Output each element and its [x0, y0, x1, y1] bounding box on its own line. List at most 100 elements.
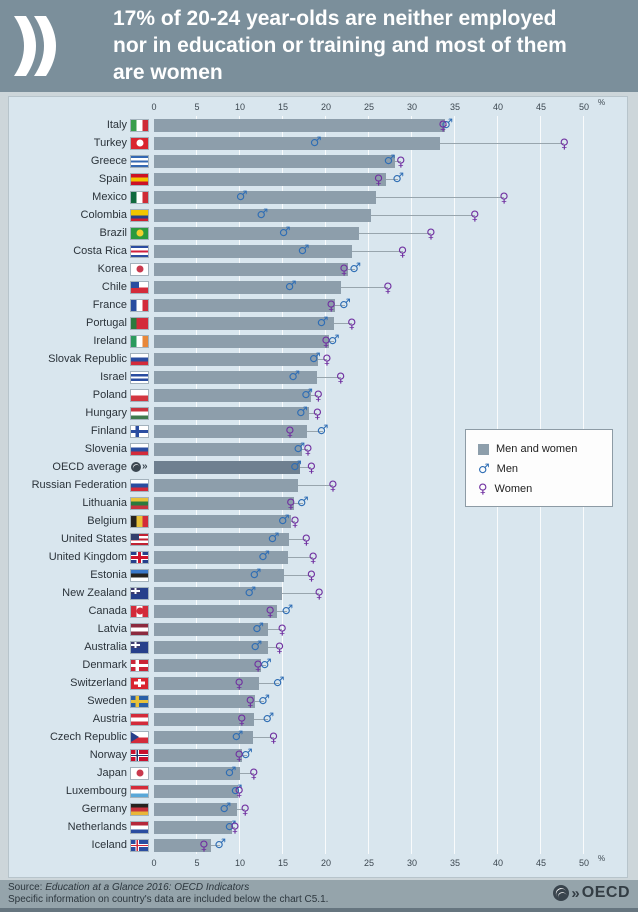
axis-tick: 35 [449, 102, 460, 112]
women-marker: ♀ [285, 425, 295, 440]
women-marker: ♀ [265, 605, 275, 620]
chart-row: Brazil ♂ ♀ [9, 224, 627, 242]
chart-row: Iceland ♂ ♀ [9, 836, 627, 854]
denmark-flag-icon [131, 659, 148, 671]
axis-tick: 30 [406, 102, 417, 112]
country-label: United Kingdom [9, 548, 154, 566]
chart-row: Lithuania ♂ ♀ [9, 494, 627, 512]
total-bar [154, 352, 319, 366]
iceland-flag-icon [131, 839, 148, 851]
chart-row: Poland ♂ ♀ [9, 386, 627, 404]
country-name: Netherlands [67, 821, 127, 833]
footer-band: Source: Education at a Glance 2016: OECD… [0, 880, 638, 908]
country-name: Austria [92, 713, 127, 725]
female-icon: ♀ [478, 481, 488, 497]
axis-tick: 25 [363, 858, 374, 868]
hungary-flag-icon [131, 407, 148, 419]
row-plot: ♂ ♀ [154, 368, 627, 386]
chart-row: Slovenia ♂ ♀ [9, 440, 627, 458]
germany-flag-icon [131, 803, 148, 815]
row-plot: ♂ ♀ [154, 566, 627, 584]
women-marker: ♀ [335, 371, 346, 386]
row-plot: ♂ ♀ [154, 728, 627, 746]
country-label: Denmark [9, 656, 154, 674]
portugal-flag-icon [131, 317, 148, 329]
country-name: Hungary [85, 407, 127, 419]
total-bar [154, 676, 259, 690]
chart-row: Korea ♂ ♀ [9, 260, 627, 278]
axis-tick: 10 [234, 102, 245, 112]
chart-row: Luxembourg ♂ ♀ [9, 782, 627, 800]
country-label: France [9, 296, 154, 314]
country-label: Netherlands [9, 818, 154, 836]
axis-tick: 20 [320, 858, 331, 868]
country-label: Brazil [9, 224, 154, 242]
axis-tick: 45 [535, 858, 546, 868]
ncrossi-overlay [131, 749, 148, 761]
row-plot: ♂ ♀ [154, 674, 627, 692]
men-marker: ♂ [230, 783, 243, 798]
connector-line [252, 736, 274, 738]
connector-line [300, 466, 312, 468]
row-plot: ♂ ♀ [154, 260, 627, 278]
chart-row: Chile ♂ ♀ [9, 278, 627, 296]
chart-row: Spain ♂ ♀ [9, 170, 627, 188]
country-name: Turkey [93, 137, 127, 149]
country-name: Russian Federation [31, 479, 127, 491]
men-marker: ♂ [293, 441, 306, 456]
connector-line [288, 556, 314, 558]
connector-line [289, 538, 307, 540]
row-plot: ♂ ♀ [154, 494, 627, 512]
chart-row: Israel ♂ ♀ [9, 368, 627, 386]
dot-overlay [136, 229, 143, 237]
chart-panel: 0 5 10 15 20 25 30 35 40 45 50% Italy ♂ ♀ Turkey ♂ ♀ Gre… [8, 96, 628, 878]
latvia-flag-icon [131, 623, 148, 635]
women-marker: ♀ [326, 299, 336, 314]
row-plot: ♂ ♀ [154, 638, 627, 656]
sweden-flag-icon [131, 695, 148, 707]
chart-row: Estonia ♂ ♀ [9, 566, 627, 584]
total-bar [154, 550, 289, 564]
chart-row: Japan ♂ ♀ [9, 764, 627, 782]
connector-line [301, 448, 308, 450]
men-marker: ♂ [278, 513, 290, 528]
men-marker: ♂ [258, 693, 270, 708]
men-marker: ♂ [224, 819, 237, 834]
chart-row: Australia ♂ ♀ [9, 638, 627, 656]
oecd-wordmark: OECD [581, 884, 630, 901]
switzerland-flag-icon [131, 677, 148, 689]
row-plot: ♂ ♀ [154, 746, 627, 764]
ncross-overlay [131, 659, 148, 671]
country-label: Czech Republic [9, 728, 154, 746]
women-marker: ♀ [230, 821, 240, 836]
row-plot: ♂ ♀ [154, 440, 627, 458]
women-marker: ♀ [396, 155, 406, 170]
connector-line [444, 124, 448, 126]
chart-row: Turkey ♂ ♀ [9, 134, 627, 152]
legend-item-women: ♀ Women [478, 479, 612, 499]
country-label: Israel [9, 368, 154, 386]
total-bar [154, 478, 298, 492]
connector-line [260, 664, 266, 666]
connector-line [276, 610, 288, 612]
total-bar [154, 748, 242, 762]
men-marker: ♂ [267, 531, 280, 546]
connector-line [341, 286, 388, 288]
connector-line [351, 250, 403, 252]
total-bar [154, 334, 329, 348]
belgium-flag-icon [131, 515, 148, 527]
men-marker: ♂ [249, 567, 262, 582]
luxembourg-flag-icon [131, 785, 148, 797]
oecd-globe-icon [553, 885, 570, 901]
women-marker: ♀ [383, 281, 393, 296]
men-marker: ♂ [316, 315, 329, 330]
country-name: Japan [97, 767, 127, 779]
men-marker: ♂ [262, 711, 275, 726]
country-name: Switzerland [70, 677, 127, 689]
globe-icon [131, 462, 141, 472]
country-name: Chile [101, 281, 127, 293]
men-marker: ♂ [235, 189, 248, 204]
total-bar [154, 298, 336, 312]
women-marker: ♀ [306, 461, 317, 476]
country-label: Australia [9, 638, 154, 656]
